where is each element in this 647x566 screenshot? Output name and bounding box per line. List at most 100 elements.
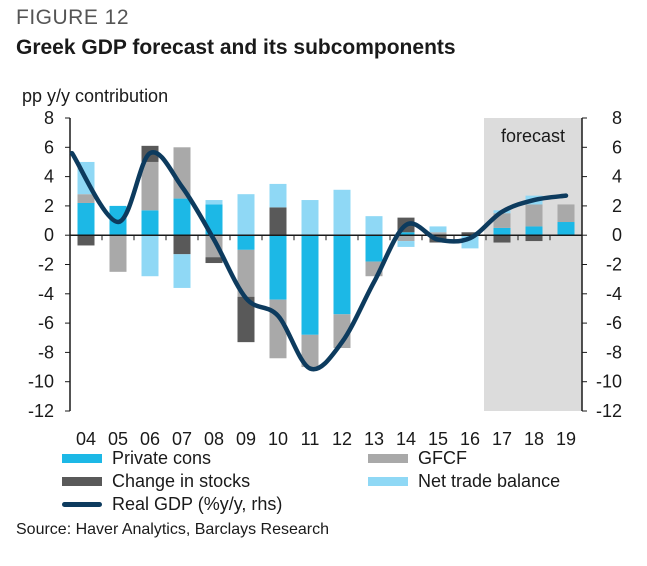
labels-group: forecast 8 8 6 6 4 4 2 2 0 0 -2 -2 -4 -4 -6 -6 -8 -8 -10 -10… bbox=[28, 108, 622, 449]
bars-group bbox=[77, 145, 575, 368]
bar-gfcf-15 bbox=[429, 232, 447, 236]
bar-private-cons-07 bbox=[173, 198, 191, 236]
bar-private-cons-14 bbox=[397, 232, 415, 236]
bar-net-trade-11 bbox=[301, 200, 319, 236]
legend-label-net-trade: Net trade balance bbox=[418, 471, 561, 491]
bar-net-trade-08 bbox=[205, 200, 223, 205]
bar-net-trade-07 bbox=[173, 254, 191, 288]
bar-private-cons-19 bbox=[557, 222, 575, 236]
x-tick-label-04: 04 bbox=[76, 429, 96, 449]
bar-private-cons-04 bbox=[77, 202, 95, 236]
y-tick-label-left: -6 bbox=[38, 313, 54, 333]
bar-net-trade-15 bbox=[429, 226, 447, 233]
bar-private-cons-12 bbox=[333, 235, 351, 315]
legend-swatch-change-in-stocks bbox=[62, 477, 102, 486]
bar-private-cons-09 bbox=[237, 235, 255, 250]
y-tick-label-left: -10 bbox=[28, 372, 54, 392]
bar-gfcf-18 bbox=[525, 204, 543, 227]
x-tick-label-09: 09 bbox=[236, 429, 256, 449]
y-tick-label-right: -2 bbox=[606, 255, 622, 275]
legend-item-change-in-stocks: Change in stocks bbox=[62, 471, 250, 492]
legend-label-gfcf: GFCF bbox=[418, 448, 467, 468]
bar-private-cons-11 bbox=[301, 235, 319, 335]
y-tick-label-right: 6 bbox=[612, 137, 622, 157]
legend-label-change-in-stocks: Change in stocks bbox=[112, 471, 251, 491]
y-tick-label-left: 2 bbox=[44, 196, 54, 216]
y-tick-label-right: -10 bbox=[596, 372, 622, 392]
x-tick-label-11: 11 bbox=[301, 429, 320, 449]
bar-private-cons-06 bbox=[141, 210, 159, 236]
y-tick-label-right: -4 bbox=[606, 284, 622, 304]
legend-label-private-cons: Private cons bbox=[112, 448, 212, 468]
bar-net-trade-09 bbox=[237, 194, 255, 236]
bar-gfcf-05 bbox=[109, 235, 127, 272]
bar-net-trade-10 bbox=[269, 183, 287, 208]
y-tick-label-left: 8 bbox=[44, 108, 54, 128]
bar-private-cons-17 bbox=[493, 227, 511, 236]
y-tick-label-right: 0 bbox=[612, 225, 622, 245]
x-tick-label-07: 07 bbox=[172, 429, 192, 449]
bar-change-in-stocks-18 bbox=[525, 235, 543, 242]
forecast-label: forecast bbox=[501, 126, 565, 146]
real-gdp-line bbox=[69, 150, 569, 372]
x-tick-label-06: 06 bbox=[140, 429, 160, 449]
gdp-line-group bbox=[69, 150, 569, 372]
legend-item-gfcf: GFCF bbox=[368, 448, 467, 469]
legend-item-net-trade: Net trade balance bbox=[368, 471, 560, 492]
bar-net-trade-12 bbox=[333, 189, 351, 236]
x-tick-label-08: 08 bbox=[204, 429, 224, 449]
figure-label: FIGURE 12 bbox=[16, 6, 130, 29]
bar-gfcf-14 bbox=[397, 235, 415, 242]
bar-gfcf-09 bbox=[237, 249, 255, 297]
bar-private-cons-10 bbox=[269, 235, 287, 300]
y-tick-label-right: -8 bbox=[606, 342, 622, 362]
y-axis-label: pp y/y contribution bbox=[22, 86, 169, 106]
legend-item-real-gdp: Real GDP (%y/y, rhs) bbox=[62, 494, 282, 515]
bar-private-cons-13 bbox=[365, 235, 383, 262]
y-tick-label-right: 4 bbox=[612, 167, 622, 187]
x-tick-label-12: 12 bbox=[332, 429, 352, 449]
bar-change-in-stocks-07 bbox=[173, 235, 191, 255]
x-tick-label-16: 16 bbox=[460, 429, 480, 449]
forecast-region bbox=[484, 118, 582, 411]
y-tick-label-left: 6 bbox=[44, 137, 54, 157]
bar-change-in-stocks-10 bbox=[269, 207, 287, 236]
forecast-shade bbox=[484, 118, 582, 411]
bar-change-in-stocks-04 bbox=[77, 235, 95, 246]
x-tick-label-19: 19 bbox=[556, 429, 576, 449]
y-tick-label-left: -12 bbox=[28, 401, 54, 421]
bar-gfcf-07 bbox=[173, 147, 191, 199]
y-tick-label-right: 8 bbox=[612, 108, 622, 128]
y-tick-label-left: 4 bbox=[44, 167, 54, 187]
x-tick-label-17: 17 bbox=[492, 429, 512, 449]
x-tick-label-13: 13 bbox=[364, 429, 384, 449]
chart-canvas: forecast 8 8 6 6 4 4 2 2 0 0 -2 -2 -4 -4 -6 -6 -8 -8 -10 -10… bbox=[28, 108, 622, 449]
bar-net-trade-06 bbox=[141, 235, 159, 277]
legend-swatch-gfcf bbox=[368, 454, 408, 463]
bar-net-trade-14 bbox=[397, 241, 415, 247]
bar-gfcf-11 bbox=[301, 334, 319, 368]
legend-swatch-real-gdp bbox=[62, 502, 102, 507]
bar-change-in-stocks-09 bbox=[237, 296, 255, 343]
y-tick-label-right: -6 bbox=[606, 313, 622, 333]
x-tick-label-14: 14 bbox=[396, 429, 416, 449]
source-note: Source: Haver Analytics, Barclays Resear… bbox=[16, 521, 330, 538]
legend-swatch-net-trade bbox=[368, 477, 408, 486]
legend-swatch-private-cons bbox=[62, 454, 102, 463]
axes-group bbox=[65, 117, 587, 412]
bar-change-in-stocks-17 bbox=[493, 235, 511, 243]
bar-change-in-stocks-08 bbox=[205, 257, 223, 264]
chart-title: Greek GDP forecast and its subcomponents bbox=[16, 36, 456, 59]
legend-label-real-gdp: Real GDP (%y/y, rhs) bbox=[112, 494, 283, 514]
x-tick-label-10: 10 bbox=[268, 429, 288, 449]
bar-private-cons-08 bbox=[205, 204, 223, 236]
y-tick-label-left: 0 bbox=[44, 225, 54, 245]
legend-item-private-cons: Private cons bbox=[62, 448, 211, 469]
x-tick-label-05: 05 bbox=[108, 429, 128, 449]
y-tick-label-right: -12 bbox=[596, 401, 622, 421]
bar-net-trade-13 bbox=[365, 216, 383, 236]
bar-change-in-stocks-16 bbox=[461, 232, 479, 236]
y-tick-label-left: -2 bbox=[38, 255, 54, 275]
y-tick-label-left: -4 bbox=[38, 284, 54, 304]
y-tick-label-right: 2 bbox=[612, 196, 622, 216]
